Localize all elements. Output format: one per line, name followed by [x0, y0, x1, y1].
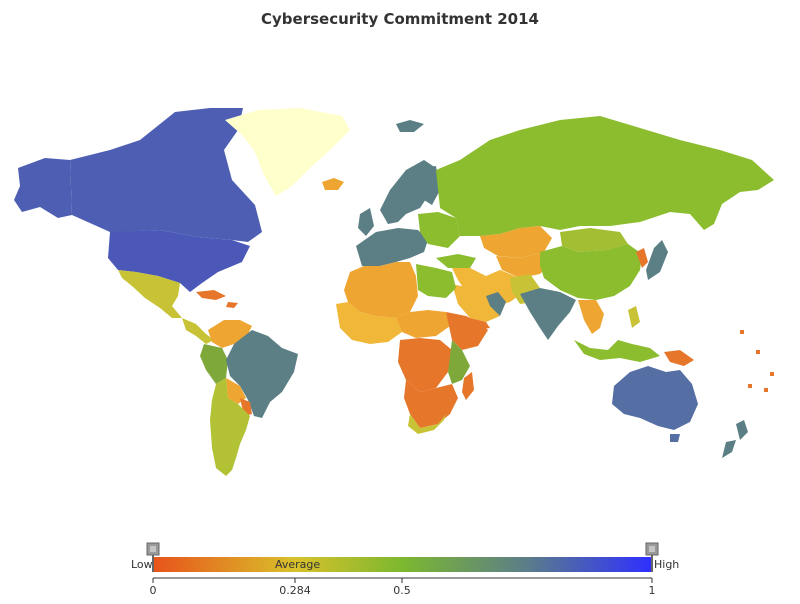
region-greenland[interactable] — [225, 108, 350, 196]
region-alaska[interactable] — [14, 158, 72, 218]
region-finland[interactable] — [424, 166, 440, 205]
region-east-africa[interactable] — [448, 340, 470, 384]
region-svalbard[interactable] — [396, 120, 424, 132]
region-argentina-chile[interactable] — [210, 378, 250, 476]
region-madagascar[interactable] — [462, 372, 474, 400]
region-kazakhstan[interactable] — [480, 226, 552, 258]
region-horn-of-africa[interactable] — [446, 312, 488, 350]
region-colombia-venezuela[interactable] — [208, 320, 252, 348]
region-scandinavia[interactable] — [380, 160, 436, 224]
region-china[interactable] — [540, 244, 642, 300]
range-handle-right[interactable] — [645, 542, 659, 572]
region-ecuador-peru[interactable] — [200, 344, 228, 384]
region-egypt-libya[interactable] — [416, 264, 456, 298]
region-australia[interactable] — [612, 366, 698, 430]
region-sahel[interactable] — [396, 310, 450, 338]
region-brazil[interactable] — [226, 330, 298, 418]
region-arabian-peninsula-east[interactable] — [486, 292, 506, 316]
region-uk[interactable] — [358, 208, 374, 236]
colorbar-tick-label: 0.5 — [393, 584, 411, 597]
colorbar-tick-label: 0 — [149, 584, 157, 597]
region-korea[interactable] — [636, 248, 648, 268]
region-north-africa-west[interactable] — [344, 262, 418, 318]
region-southeast-asia[interactable] — [578, 300, 604, 334]
region-mongolia[interactable] — [560, 228, 628, 252]
region-canada[interactable] — [70, 108, 262, 242]
region-caribbean[interactable] — [196, 290, 238, 308]
region-mexico[interactable] — [118, 270, 182, 318]
region-philippines[interactable] — [628, 306, 640, 328]
region-western-europe[interactable] — [356, 228, 428, 266]
map-title: Cybersecurity Commitment 2014 — [261, 10, 539, 28]
region-turkey[interactable] — [436, 254, 476, 268]
colorbar-tick-label: 0.284 — [279, 584, 311, 597]
range-handle-left[interactable] — [146, 542, 160, 572]
colorbar-low-label: Low — [131, 558, 153, 571]
region-south-africa[interactable] — [408, 414, 446, 434]
region-middle-east[interactable] — [452, 268, 524, 306]
region-central-africa[interactable] — [398, 338, 452, 392]
region-bolivia[interactable] — [226, 378, 246, 404]
region-indonesia[interactable] — [574, 340, 660, 362]
colorbar-average-label: Average — [275, 558, 321, 571]
region-papua-new-guinea[interactable] — [664, 350, 694, 366]
colorbar-tick-label: 1 — [648, 584, 656, 597]
region-tasmania[interactable] — [670, 434, 680, 442]
colorbar-gradient — [153, 557, 652, 572]
region-russia[interactable] — [436, 116, 774, 236]
region-india[interactable] — [520, 288, 576, 340]
region-new-zealand[interactable] — [722, 420, 748, 458]
region-west-africa[interactable] — [336, 302, 402, 344]
region-iceland[interactable] — [322, 178, 344, 190]
region-saudi-arabia[interactable] — [452, 284, 500, 322]
region-eastern-europe[interactable] — [418, 212, 460, 248]
region-central-asia[interactable] — [496, 252, 552, 278]
region-usa[interactable] — [108, 230, 250, 292]
region-japan[interactable] — [646, 240, 668, 280]
colorbar-high-label: High — [654, 558, 680, 571]
region-central-america[interactable] — [182, 318, 214, 344]
